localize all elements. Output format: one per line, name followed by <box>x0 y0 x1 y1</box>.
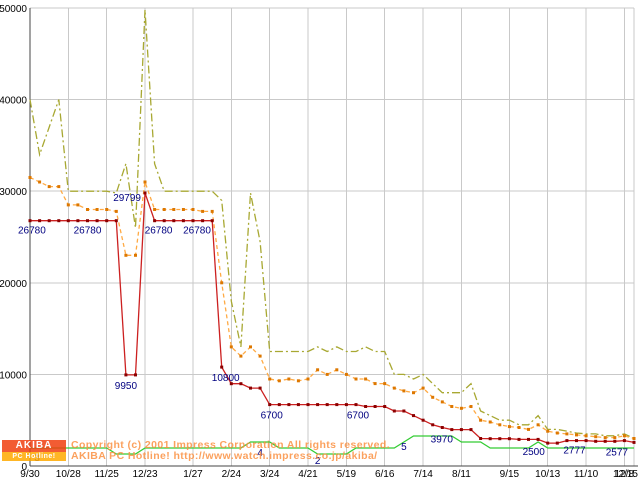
y-axis-label: 50000 <box>0 4 27 15</box>
x-axis-label: 12/8 <box>615 469 635 480</box>
x-axis-label: 8/11 <box>452 469 471 480</box>
data-label: 26780 <box>183 226 211 237</box>
x-axis-label: 5/19 <box>337 469 357 480</box>
data-label: 5 <box>401 442 407 453</box>
data-label: 2500 <box>523 447 546 458</box>
data-label: 26780 <box>74 226 102 237</box>
data-label: 3970 <box>431 435 454 446</box>
x-axis-label: 9/15 <box>500 469 520 480</box>
series-average-price <box>28 176 636 440</box>
data-label: 29799 <box>113 193 141 204</box>
data-label: 26780 <box>18 226 46 237</box>
data-label: 2577 <box>606 447 629 458</box>
x-axis-label: 9/30 <box>20 469 40 480</box>
series-shop-count <box>30 435 634 455</box>
series-lowest-price <box>28 191 636 445</box>
data-label: 4 <box>257 448 263 459</box>
data-label: 9950 <box>115 381 138 392</box>
x-axis-label: 1/27 <box>183 469 203 480</box>
data-labels: 26780 26780 29799 26780 26780 9950 10800 6700 67… <box>18 193 628 467</box>
x-axis-label: 11/10 <box>574 469 599 480</box>
x-axis-label: 12/23 <box>132 469 157 480</box>
y-axis-label: 20000 <box>0 279 27 290</box>
x-axis-label: 10/13 <box>535 469 560 480</box>
x-axis-label: 7/14 <box>413 469 433 480</box>
x-axis-label: 4/21 <box>298 469 318 480</box>
y-axis-label: 40000 <box>0 96 27 107</box>
data-label: 3 <box>34 453 40 464</box>
x-axis-label: 3/24 <box>260 469 280 480</box>
y-axis-labels: 0 10000 20000 30000 40000 50000 <box>0 4 27 473</box>
data-label: 2777 <box>563 446 586 457</box>
y-axis-label: 0 <box>21 462 27 473</box>
series-highest-price <box>29 9 635 440</box>
x-axis-label: 2/24 <box>222 469 242 480</box>
x-axis-label: 6/16 <box>375 469 395 480</box>
x-axis-label: 12/15 <box>613 469 638 480</box>
data-label: 10800 <box>212 373 240 384</box>
x-axis-labels: 9/30 10/28 11/25 12/23 1/27 2/24 3/24 4/21 5/19 6… <box>20 469 638 480</box>
data-label: 26780 <box>145 226 173 237</box>
gridlines <box>29 7 635 467</box>
data-label: 6700 <box>261 411 284 422</box>
x-axis-label: 11/25 <box>95 469 120 480</box>
y-axis-label: 30000 <box>0 187 27 198</box>
x-axis-label: 10/28 <box>56 469 81 480</box>
y-axis-label: 10000 <box>0 370 27 381</box>
data-label: 2 <box>315 456 321 467</box>
data-label: 6700 <box>347 411 370 422</box>
